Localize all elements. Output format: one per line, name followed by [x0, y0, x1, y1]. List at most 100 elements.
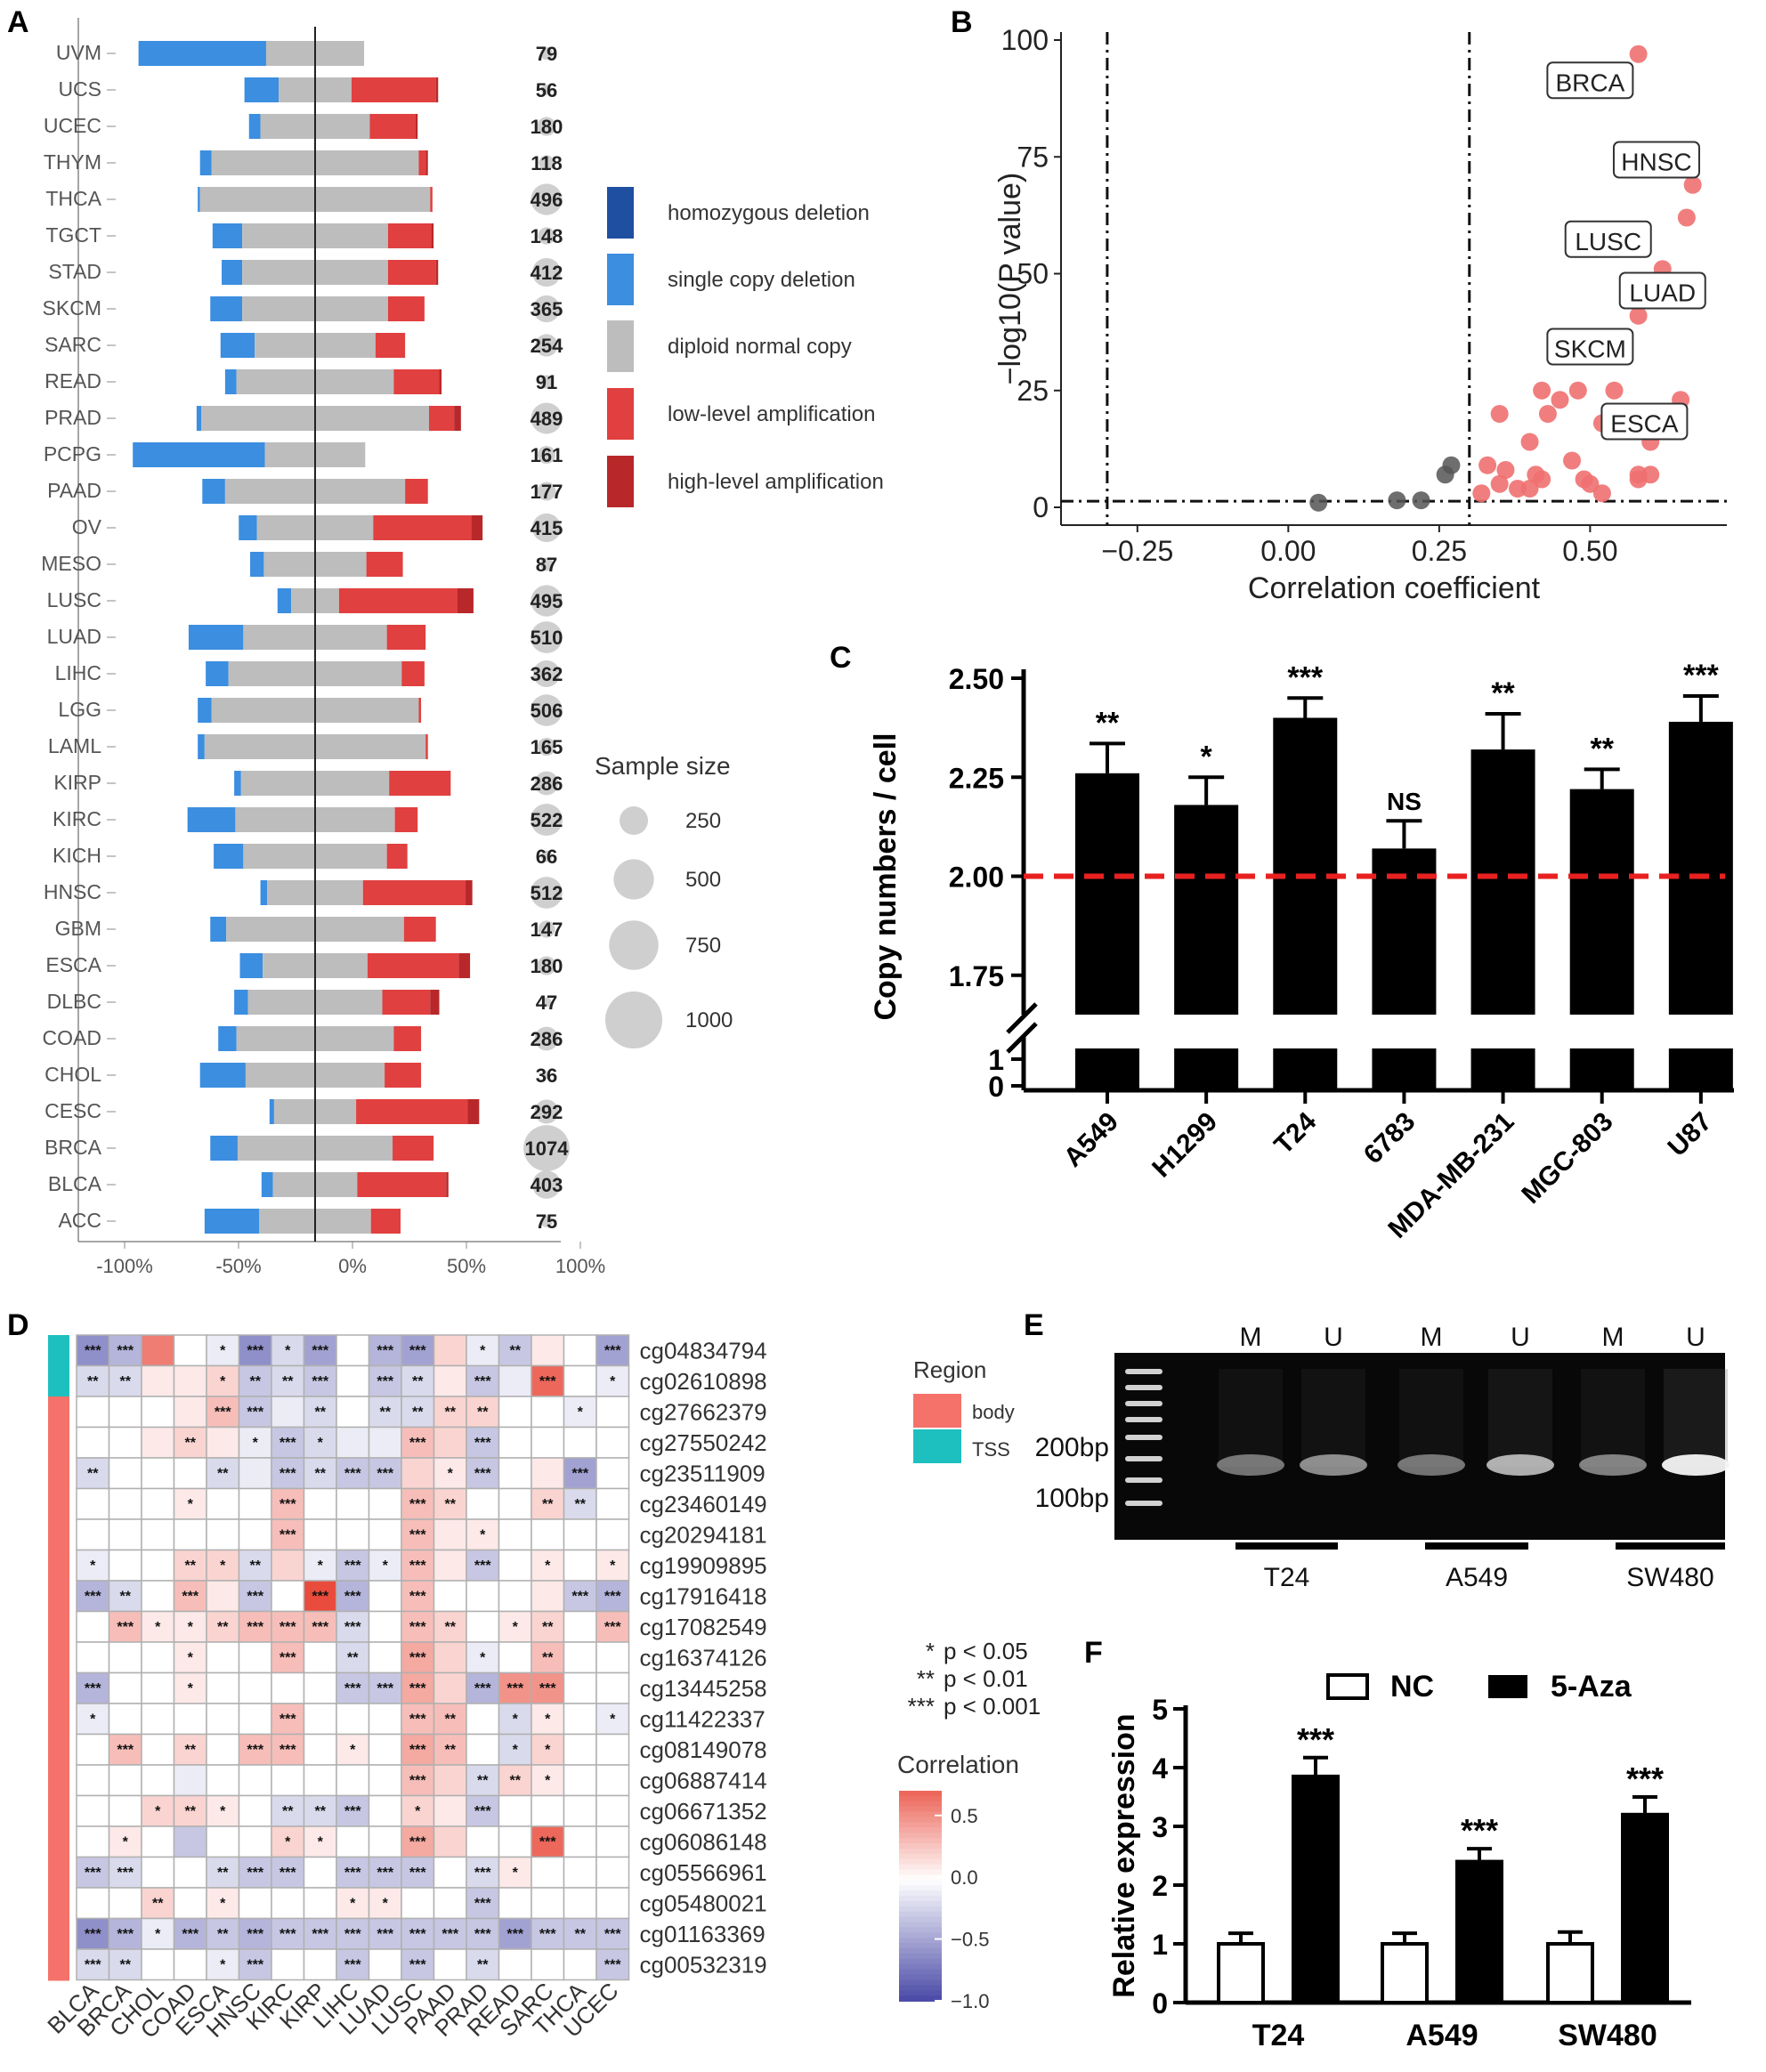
- a-size-legend-label: 1000: [685, 1008, 733, 1032]
- d-heat-cell: [563, 1733, 597, 1766]
- c-bar-lower: [1174, 1048, 1239, 1090]
- d-heat-cell: [336, 1825, 370, 1858]
- d-heat-cell: [108, 1671, 142, 1704]
- d-cell-star: ***: [377, 1681, 393, 1696]
- b-point-sig: [1551, 391, 1569, 409]
- a-tick-label: THCA: [45, 187, 101, 210]
- d-cell-star: **: [217, 1466, 229, 1481]
- e-ladder-band: [1125, 1456, 1162, 1461]
- b-point-label: LUAD: [1629, 279, 1696, 307]
- d-colorbar-segment: [899, 1948, 942, 1955]
- d-colorbar-segment: [899, 1806, 942, 1813]
- b-point-ns: [1309, 493, 1328, 512]
- f-y-tick-label: 5: [1152, 1694, 1168, 1726]
- a-x-tick-label: 100%: [555, 1255, 605, 1277]
- a-sample-size-label: 66: [536, 846, 557, 868]
- d-region-cell: [48, 1826, 69, 1858]
- d-heat-cell: [173, 1641, 207, 1674]
- d-colorbar-segment: [899, 1943, 942, 1949]
- d-heat-cell: [595, 1518, 630, 1551]
- a-bar-single-del: [199, 1063, 246, 1088]
- a-bar-high-amp: [471, 515, 483, 540]
- b-x-tick-label: −0.25: [1101, 535, 1173, 567]
- d-cell-star: ***: [85, 1927, 101, 1942]
- a-sample-bubble: [537, 737, 556, 757]
- d-heat-cell: [271, 1764, 305, 1797]
- f-bar-nc: [1381, 1942, 1429, 2004]
- d-colorbar-segment: [899, 1801, 942, 1808]
- d-heat-cell: [595, 1426, 630, 1459]
- d-heat-cell: [141, 1457, 175, 1490]
- d-cell-star: ***: [409, 1620, 426, 1635]
- a-bar-low-amp: [382, 990, 431, 1015]
- d-heat-cell: [563, 1671, 597, 1704]
- a-tick-label: LUSC: [47, 588, 101, 611]
- d-heat-cell: [563, 1518, 597, 1551]
- a-bar-low-amp: [387, 296, 425, 321]
- d-cell-star: ***: [377, 1374, 393, 1389]
- d-cell-star: **: [510, 1773, 522, 1788]
- e-band: [1662, 1454, 1730, 1476]
- e-ladder-band: [1125, 1417, 1162, 1422]
- d-heat-cell: [531, 1671, 565, 1704]
- d-cell-star: **: [542, 1620, 554, 1635]
- a-bar-low-amp: [393, 1136, 434, 1161]
- c-significance: *: [1201, 740, 1213, 773]
- d-heat-cell: [76, 1487, 110, 1520]
- d-cell-star: **: [250, 1558, 262, 1574]
- d-heat-cell: [108, 1887, 142, 1920]
- d-heat-cell: [141, 1580, 175, 1613]
- a-sample-size-label: 56: [536, 79, 557, 101]
- d-cell-star: **: [152, 1896, 164, 1911]
- d-cell-star: ***: [604, 1343, 621, 1358]
- d-row-label: cg20294181: [640, 1521, 767, 1548]
- a-tick-label: MESO: [41, 552, 101, 575]
- d-heat-cell: [271, 1825, 305, 1858]
- c-bar: [1075, 773, 1139, 1015]
- d-colorbar-segment: [899, 1932, 942, 1939]
- a-sample-bubble: [539, 375, 554, 389]
- d-heat-cell: [433, 1396, 467, 1429]
- d-cell-star: ***: [85, 1866, 101, 1881]
- d-cell-star: **: [347, 1650, 359, 1665]
- a-bar-low-amp: [430, 187, 433, 212]
- d-heat-cell: [303, 1887, 337, 1920]
- d-heat-cell: [271, 1457, 305, 1490]
- d-heat-cell: [271, 1948, 305, 1981]
- d-heat-cell: [108, 1580, 142, 1613]
- d-region-cell: [48, 1704, 69, 1736]
- d-cell-star: *: [545, 1743, 551, 1758]
- a-tick-label: ACC: [58, 1209, 101, 1232]
- d-heat-cell: [238, 1580, 272, 1613]
- d-heat-cell: [433, 1334, 467, 1367]
- d-cell-star: ***: [474, 1466, 491, 1481]
- d-cell-star: *: [253, 1436, 259, 1451]
- d-row-label: cg06086148: [640, 1828, 767, 1855]
- d-heat-cell: [141, 1487, 175, 1520]
- d-cell-star: *: [285, 1834, 291, 1849]
- d-cell-star: ***: [409, 1866, 426, 1881]
- d-region-legend-tss-swatch: [913, 1429, 961, 1463]
- d-cell-star: *: [220, 1558, 226, 1574]
- d-cell-star: ***: [409, 1773, 426, 1788]
- a-sample-size-label: 79: [536, 43, 557, 65]
- d-heat-cell: [433, 1457, 467, 1490]
- c-y-tick-label: 2.00: [949, 862, 1004, 894]
- d-colorbar-segment: [899, 1953, 942, 1960]
- a-bar-single-del: [218, 1026, 237, 1051]
- d-heat-cell: [368, 1703, 402, 1736]
- d-cell-star: ***: [247, 1404, 263, 1420]
- d-cell-star: ***: [117, 1866, 134, 1881]
- d-cell-star: ***: [409, 1927, 426, 1942]
- f-legend-aza-label: 5-Aza: [1551, 1670, 1632, 1704]
- d-row-label: cg08149078: [640, 1736, 767, 1763]
- d-heat-cell: [368, 1610, 402, 1643]
- e-band: [1579, 1454, 1647, 1476]
- d-heat-cell: [595, 1364, 630, 1397]
- d-heat-cell: [563, 1641, 597, 1674]
- d-heat-cell: [336, 1948, 370, 1981]
- d-heat-cell: [238, 1794, 272, 1827]
- a-bar-single-del: [133, 442, 265, 467]
- d-heat-cell: [498, 1671, 532, 1704]
- d-row-label: cg19909895: [640, 1552, 767, 1579]
